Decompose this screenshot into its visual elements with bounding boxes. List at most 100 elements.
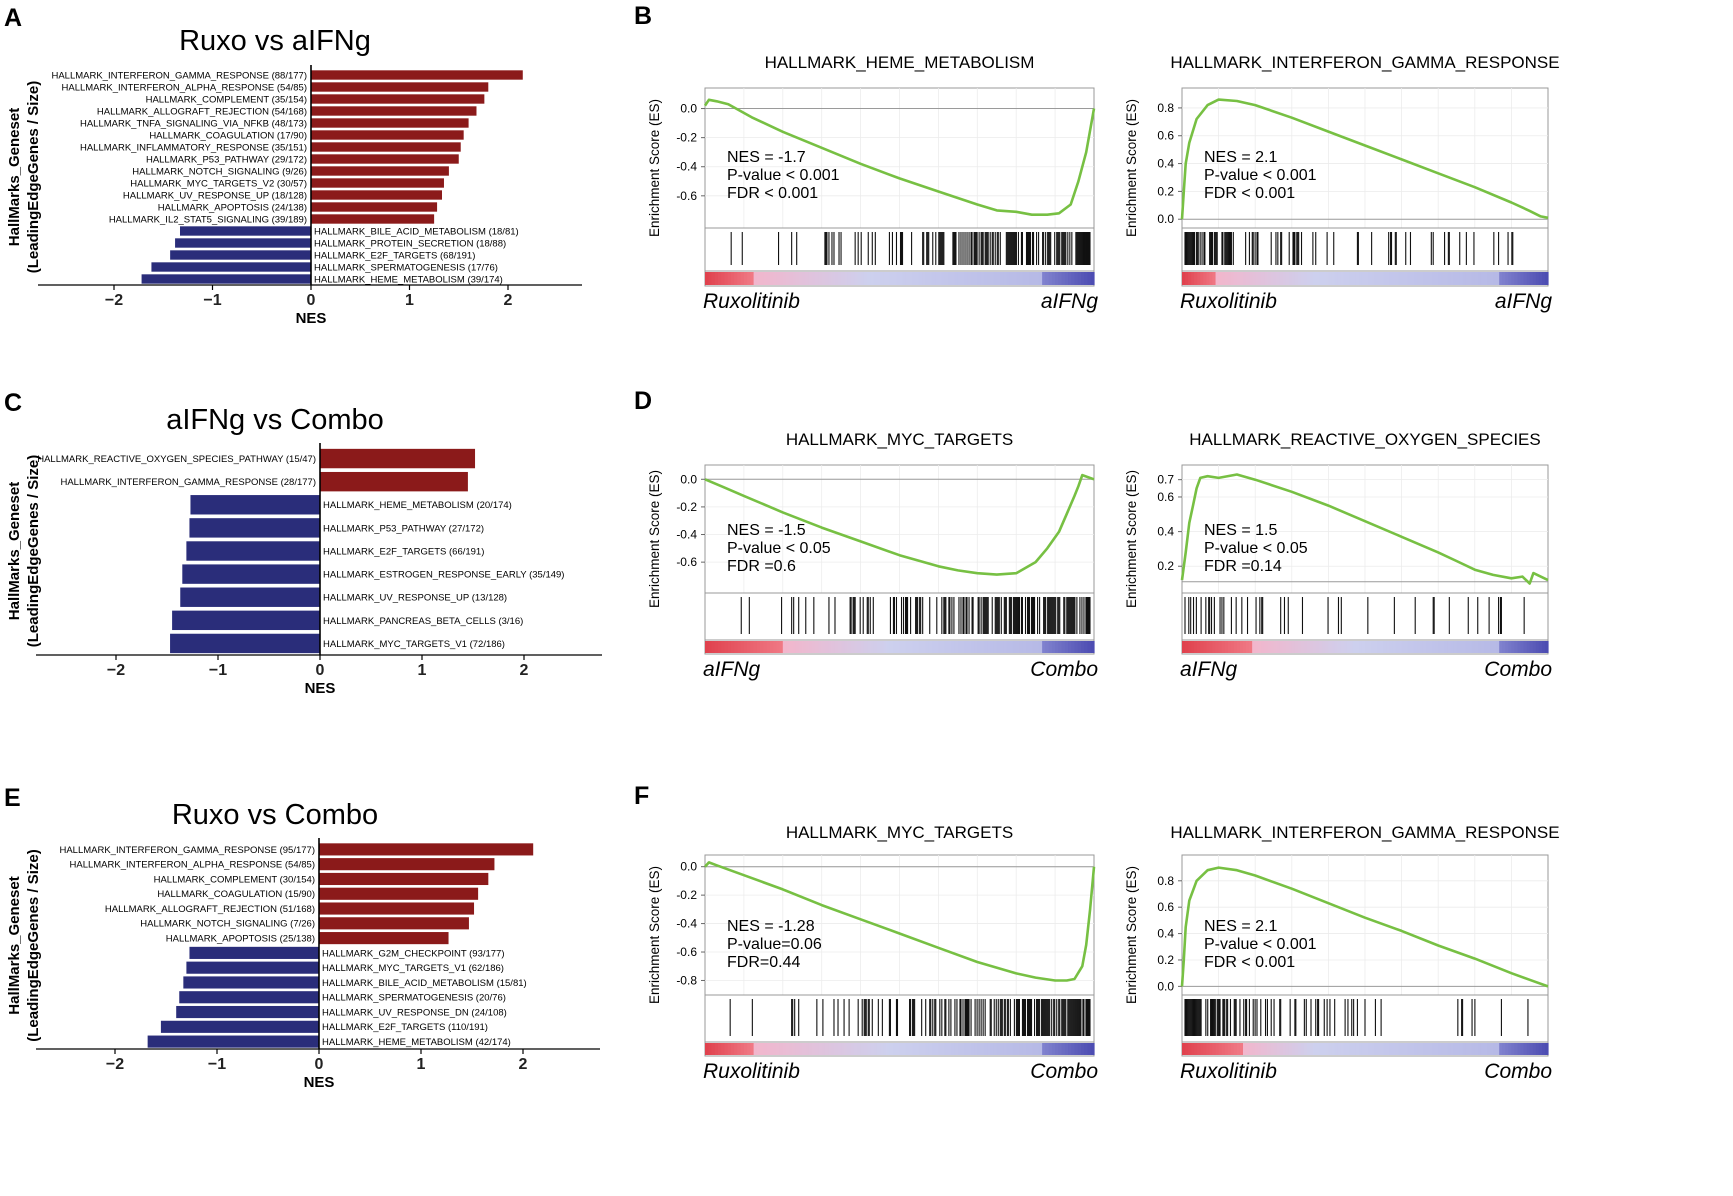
ramp-segment	[1447, 641, 1451, 653]
ramp-segment	[1282, 641, 1287, 653]
ramp-segment	[1361, 272, 1366, 285]
ramp-segment	[1042, 1043, 1046, 1055]
ramp-segment	[1456, 641, 1461, 653]
stat-line: P-value < 0.001	[727, 167, 840, 184]
ramp-segment	[837, 272, 842, 285]
bar-label: HALLMARK_ESTROGEN_RESPONSE_EARLY (35/149…	[323, 570, 564, 581]
ramp-segment	[1246, 272, 1250, 285]
ramp-segment	[815, 641, 820, 653]
y-tick-label: -0.4	[676, 528, 697, 542]
ramp-segment	[938, 1043, 943, 1055]
ramp-segment	[734, 641, 739, 653]
ramp-segment	[805, 272, 810, 285]
ramp-segment	[708, 1043, 713, 1055]
ramp-segment	[1511, 272, 1516, 285]
ramp-segment	[964, 1043, 969, 1055]
y-tick-label: 0.6	[1157, 900, 1174, 914]
ramp-segment	[863, 272, 868, 285]
gsea-panel-F2-svg: HALLMARK_INTERFERON_GAMMA_RESPONSE 0.8 0.6…	[1124, 823, 1560, 1083]
gsea-panel-D2: HALLMARK_REACTIVE_OXYGEN_SPECIES 0.7 0.6 0.…	[1106, 385, 1576, 705]
ramp-segment	[1209, 1043, 1214, 1055]
ramp-segment	[1016, 641, 1021, 653]
ramp-segment	[1471, 272, 1476, 285]
stat-line: NES = -1.28	[727, 918, 815, 935]
ramp-segment	[756, 272, 761, 285]
ramp-segment	[850, 272, 855, 285]
bar	[319, 843, 534, 856]
ramp-segment	[1194, 272, 1198, 285]
ramp-segment	[724, 272, 729, 285]
ramp-segment	[886, 1043, 891, 1055]
ramp-segment	[1252, 272, 1256, 285]
ramp-segment	[1349, 641, 1354, 653]
ramp-segment	[1048, 272, 1053, 285]
ramp-segment	[1233, 1043, 1238, 1055]
ramp-segment	[1022, 641, 1027, 653]
ramp-segment	[1279, 1043, 1284, 1055]
ramp-segment	[905, 272, 910, 285]
y-axis-label-text: Enrichment Score (ES)	[647, 99, 662, 237]
ramp-segment	[705, 641, 709, 653]
ramp-segment	[831, 1043, 836, 1055]
ramp-segment	[1432, 641, 1436, 653]
ramp-segment	[941, 1043, 946, 1055]
ramp-segment	[1227, 641, 1232, 653]
ramp-segment	[1541, 641, 1546, 653]
ramp-segment	[1544, 641, 1549, 653]
ramp-segment	[1221, 272, 1226, 285]
ramp-segment	[1239, 272, 1244, 285]
ramp-segment	[786, 272, 790, 285]
ramp-segment	[1224, 641, 1229, 653]
ramp-segment	[957, 1043, 962, 1055]
ramp-segment	[714, 641, 719, 653]
chart-title: Ruxo vs Combo	[172, 799, 378, 831]
ramp-segment	[763, 272, 768, 285]
ramp-segment	[1032, 272, 1037, 285]
ramp-segment	[970, 641, 975, 653]
ramp-segment	[909, 272, 914, 285]
ramp-segment	[860, 272, 865, 285]
ramp-segment	[1483, 1043, 1488, 1055]
stat-line: NES = 2.1	[1204, 149, 1277, 166]
ramp-segment	[1233, 641, 1238, 653]
ramp-segment	[983, 641, 988, 653]
ramp-segment	[1061, 641, 1066, 653]
ramp-segment	[951, 272, 956, 285]
ramp-segment	[828, 1043, 833, 1055]
ramp-segment	[1252, 1043, 1256, 1055]
bar	[189, 946, 319, 959]
x-tick-label: −2	[106, 1056, 124, 1073]
bar	[311, 118, 469, 128]
ramp-segment	[1361, 641, 1366, 653]
y-tick-label: -0.4	[676, 917, 697, 931]
panel-label: A	[4, 4, 22, 32]
panel-label: F	[634, 782, 649, 810]
ramp-segment	[1328, 1043, 1333, 1055]
bar	[183, 976, 319, 989]
bar-label: HALLMARK_REACTIVE_OXYGEN_SPECIES_PATHWAY…	[37, 454, 316, 465]
ramp-segment	[1074, 1043, 1079, 1055]
ramp-segment	[1517, 1043, 1522, 1055]
ramp-segment	[948, 272, 952, 285]
ramp-segment	[951, 641, 956, 653]
y-label-line2: (LeadingEdgeGenes / Size)	[25, 81, 42, 274]
ramp-segment	[1435, 641, 1439, 653]
y-tick-label: 0.4	[1157, 157, 1174, 171]
bar-label: HALLMARK_PANCREAS_BETA_CELLS (3/16)	[323, 616, 523, 627]
ramp-segment	[990, 641, 995, 653]
x-tick-label: 2	[520, 662, 529, 679]
ramp-segment	[893, 272, 897, 285]
ramp-segment	[1203, 272, 1207, 285]
ramp-segment	[743, 1043, 748, 1055]
bar	[319, 917, 469, 930]
chart-title: HALLMARK_MYC_TARGETS	[786, 430, 1013, 449]
ramp-segment	[1508, 641, 1512, 653]
ramp-segment	[1441, 1043, 1445, 1055]
ramp-segment	[1538, 1043, 1543, 1055]
ramp-segment	[880, 1043, 884, 1055]
ramp-segment	[1419, 272, 1424, 285]
stat-line: P-value < 0.05	[727, 540, 831, 557]
ramp-segment	[779, 641, 784, 653]
bar-label: HALLMARK_APOPTOSIS (24/138)	[158, 202, 307, 213]
ramp-segment	[1243, 272, 1247, 285]
